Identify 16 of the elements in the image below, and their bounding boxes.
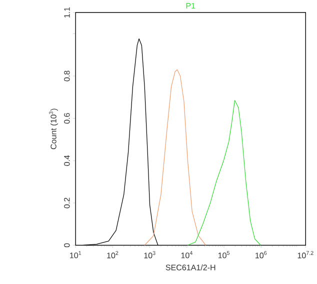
y-tick-label: 0 <box>64 243 70 248</box>
y-tick-label: 0.2 <box>64 198 70 208</box>
x-tick-label: 10$^{4}$ <box>181 251 192 258</box>
y-tick-label: 0.8 <box>64 70 70 82</box>
y-tick-label: 1.1 <box>64 7 70 18</box>
x-tick-label: 10$^{7.2}$ <box>298 251 314 258</box>
y-tick-label: 0.6 <box>64 113 70 124</box>
x-tick-label: 10$^{2}$ <box>107 251 118 258</box>
x-tick-label: 10$^{3}$ <box>144 251 156 258</box>
text: P1 <box>186 3 196 9</box>
x-axis-title: SEC61A1/2-H <box>166 264 216 270</box>
y-axis-title: Count (10$^{3}$) <box>49 108 58 150</box>
y-tick-label: 0.4 <box>64 155 70 166</box>
x-tick-label: 10$^{6}$ <box>256 251 267 258</box>
x-tick-label: 10$^{5}$ <box>218 251 230 258</box>
x-tick-label: 10$^{1}$ <box>70 251 82 258</box>
